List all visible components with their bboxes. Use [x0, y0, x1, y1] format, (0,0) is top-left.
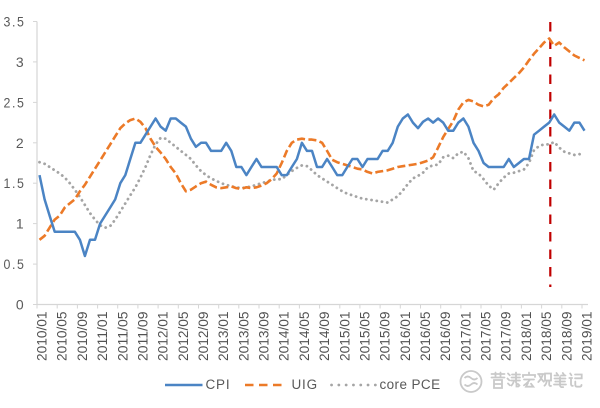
svg-text:2012/01: 2012/01: [155, 311, 171, 361]
svg-text:2019/01: 2019/01: [579, 311, 595, 361]
svg-text:2010/09: 2010/09: [74, 311, 90, 361]
svg-text:0: 0: [16, 297, 26, 313]
svg-text:2016/05: 2016/05: [417, 311, 433, 361]
svg-text:2011/05: 2011/05: [114, 311, 130, 361]
svg-text:2017/09: 2017/09: [498, 311, 514, 361]
svg-text:3.5: 3.5: [4, 14, 26, 30]
svg-text:2011/09: 2011/09: [134, 311, 150, 361]
svg-text:2: 2: [16, 135, 26, 151]
svg-text:2016/01: 2016/01: [397, 311, 413, 361]
svg-text:0.5: 0.5: [4, 256, 26, 272]
svg-text:2018/01: 2018/01: [518, 311, 534, 361]
svg-text:2015/05: 2015/05: [357, 311, 373, 361]
svg-text:2018/09: 2018/09: [558, 311, 574, 361]
svg-text:2010/01: 2010/01: [34, 311, 50, 361]
svg-text:2017/01: 2017/01: [457, 311, 473, 361]
svg-text:2017/05: 2017/05: [478, 311, 494, 361]
svg-text:2013/01: 2013/01: [215, 311, 231, 361]
svg-text:2010/05: 2010/05: [54, 311, 70, 361]
svg-text:2018/05: 2018/05: [538, 311, 554, 361]
svg-text:2012/05: 2012/05: [175, 311, 191, 361]
svg-text:2014/01: 2014/01: [276, 311, 292, 361]
svg-text:2011/01: 2011/01: [94, 311, 110, 361]
svg-text:3: 3: [16, 54, 26, 70]
svg-text:CPI: CPI: [206, 377, 231, 392]
svg-text:2013/05: 2013/05: [235, 311, 251, 361]
svg-text:2015/01: 2015/01: [336, 311, 352, 361]
svg-text:2.5: 2.5: [4, 94, 26, 110]
svg-text:1: 1: [16, 216, 26, 232]
svg-text:2013/09: 2013/09: [256, 311, 272, 361]
svg-text:UIG: UIG: [292, 377, 318, 392]
svg-text:1.5: 1.5: [4, 175, 26, 191]
svg-text:core PCE: core PCE: [380, 377, 441, 392]
svg-text:2014/09: 2014/09: [316, 311, 332, 361]
svg-text:2012/09: 2012/09: [195, 311, 211, 361]
svg-text:2015/09: 2015/09: [377, 311, 393, 361]
svg-text:2014/05: 2014/05: [296, 311, 312, 361]
svg-text:2016/09: 2016/09: [437, 311, 453, 361]
